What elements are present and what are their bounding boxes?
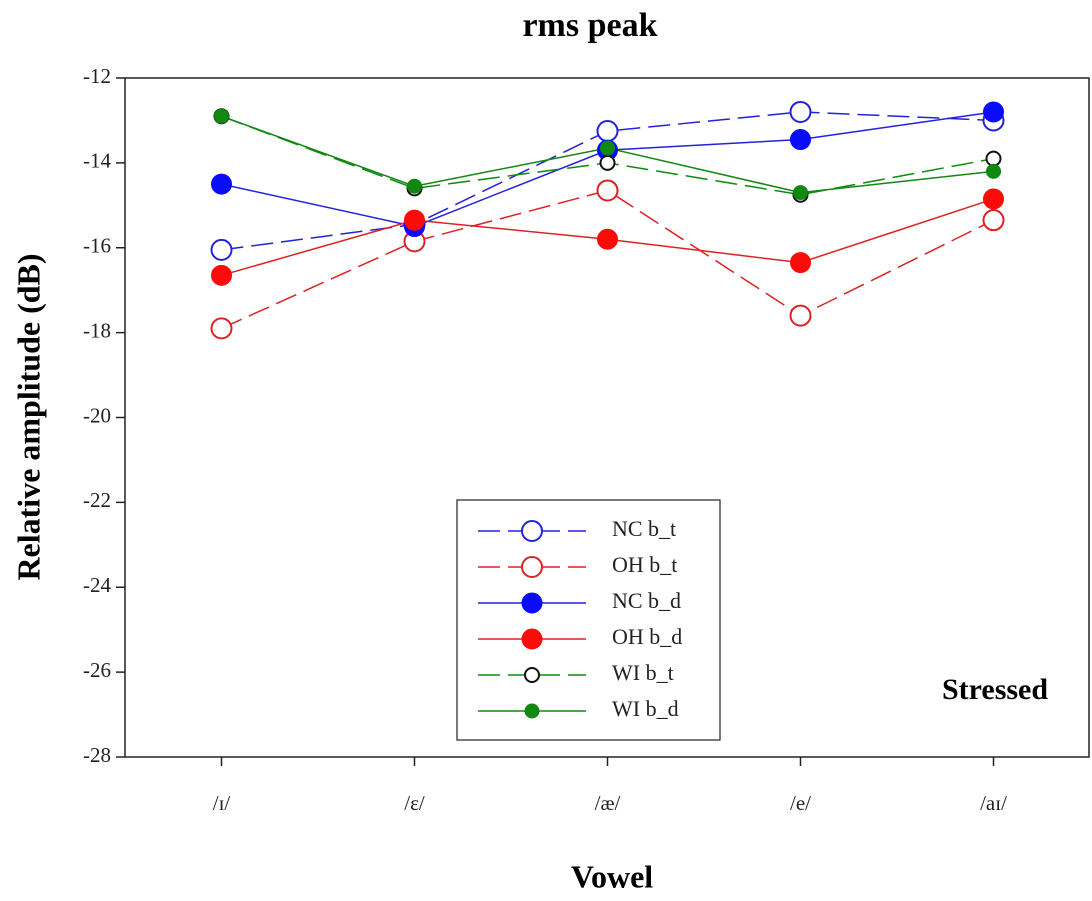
data-point [789,304,812,327]
y-tick-label: -22 [83,488,111,512]
data-point [597,228,618,250]
legend-label: NC b_t [612,516,676,541]
data-point [790,252,811,274]
legend-marker [521,556,543,578]
data-point [407,178,422,194]
legend-box [456,499,721,741]
x-axis-label: Vowel [571,858,653,894]
data-point [793,185,808,201]
data-point [214,108,229,124]
data-point [790,129,811,151]
x-tick-label: /ɛ/ [404,791,425,815]
data-point [600,140,615,156]
y-tick-label: -18 [83,318,111,342]
y-tick-label: -24 [83,573,111,597]
data-point [210,238,233,261]
y-tick-label: -26 [83,658,111,682]
legend-label: WI b_d [612,696,679,721]
data-point [211,264,232,286]
x-tick-label: /ɪ/ [213,791,231,815]
y-tick-label: -28 [83,743,111,767]
legend-marker [521,628,543,650]
data-point [986,163,1001,179]
y-tick-label: -14 [83,149,111,173]
data-point [599,154,616,171]
legend-marker [524,667,540,683]
data-point [596,120,619,143]
legend-marker [521,592,543,614]
x-tick-label: /æ/ [595,791,621,815]
data-point [789,100,812,123]
legend-label: NC b_d [612,588,681,613]
data-point [982,209,1005,232]
chart-title: rms peak [522,7,657,44]
annotation: Stressed [942,673,1048,706]
y-tick-label: -12 [83,64,111,88]
data-point [211,173,232,195]
data-point [985,150,1002,167]
x-tick-label: /aɪ/ [980,791,1007,815]
legend-label: OH b_d [612,624,682,649]
data-point [983,188,1004,210]
data-point [404,209,425,231]
series-line [221,189,994,330]
y-axis-label: Relative amplitude (dB) [10,253,46,580]
legend-label: WI b_t [612,660,674,685]
legend-marker [521,520,543,542]
data-point [983,101,1004,123]
legend-marker [524,703,540,719]
y-tick-label: -20 [83,403,111,427]
y-tick-label: -16 [83,234,111,258]
legend-label: OH b_t [612,552,677,577]
x-tick-label: /e/ [790,791,811,815]
data-point [210,317,233,340]
data-point [596,179,619,202]
